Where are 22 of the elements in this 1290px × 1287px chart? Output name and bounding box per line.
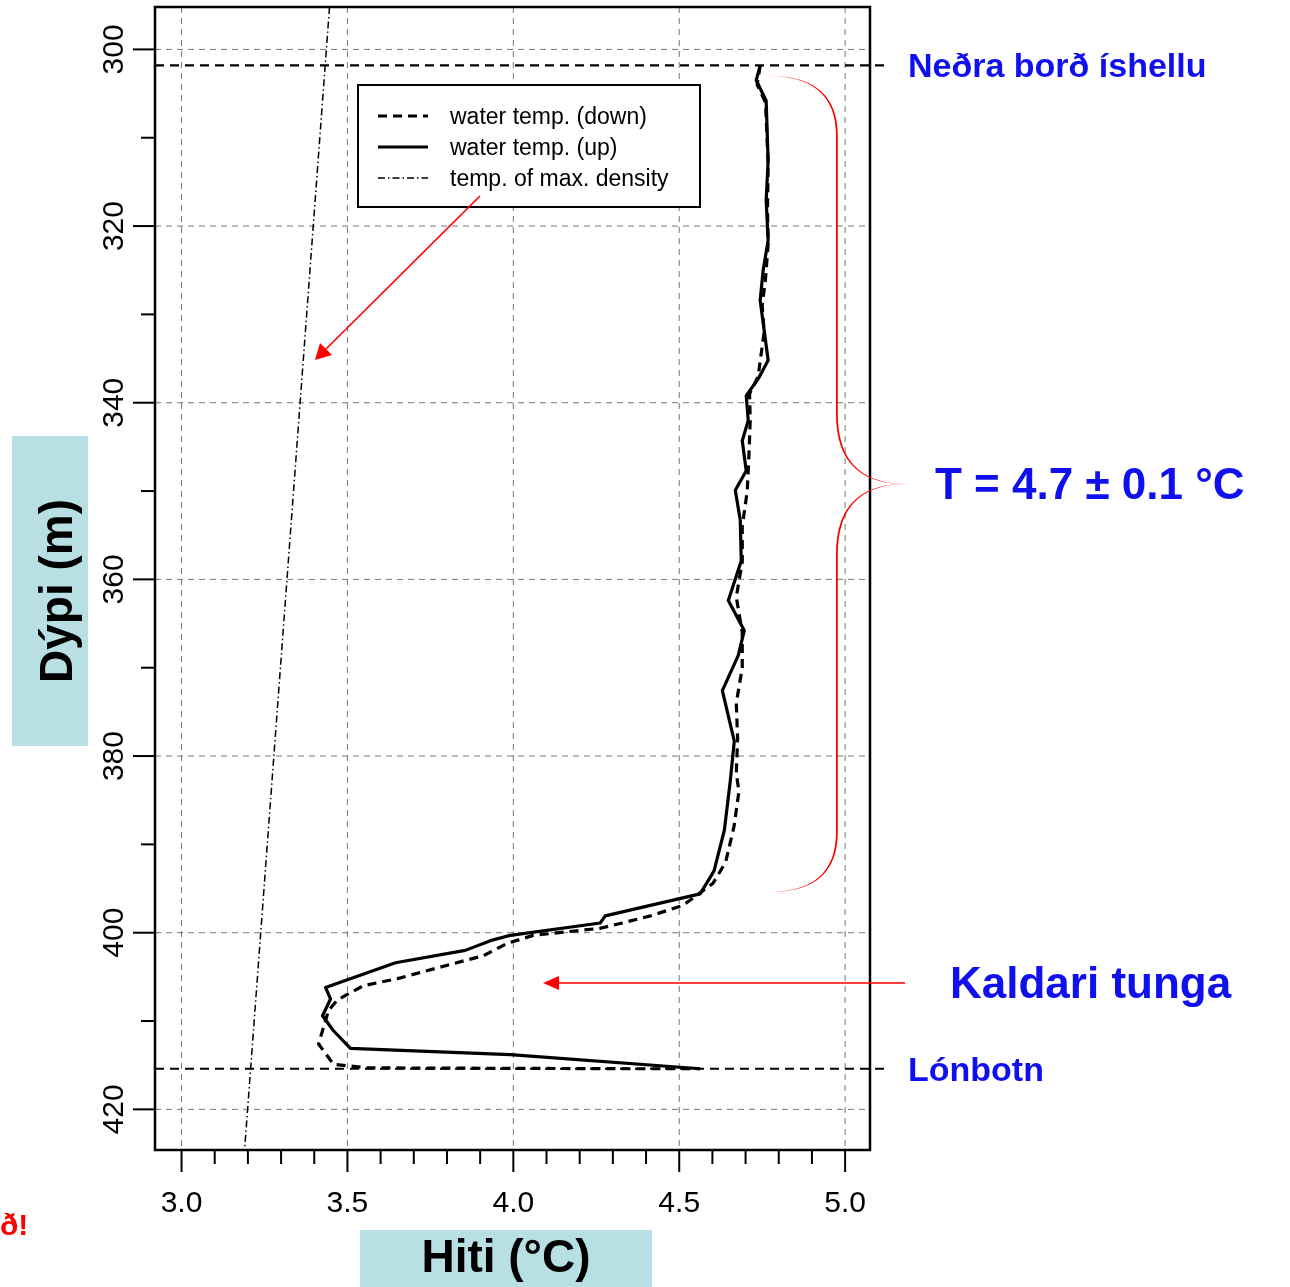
y-tick-label: 360	[96, 554, 129, 605]
y-tick-label: 420	[96, 1084, 129, 1135]
y-tick-label: 380	[96, 731, 129, 782]
text: Kaldari tunga	[950, 958, 1232, 1008]
x-tick-label: 3.5	[326, 1185, 369, 1218]
text: ð!	[0, 1208, 29, 1241]
legend-label: water temp. (up)	[449, 134, 618, 161]
x-tick-label: 5.0	[824, 1185, 866, 1218]
x-tick-label: 3.0	[160, 1185, 203, 1218]
y-tick-label: 340	[96, 377, 129, 428]
ref-line-label: Neðra borð íshellu	[908, 46, 1207, 85]
legend-label: water temp. (down)	[449, 103, 647, 130]
x-axis-title: Hiti (°C)	[421, 1230, 591, 1282]
ref-line-label: Lónbotn	[908, 1049, 1044, 1088]
legend-label: temp. of max. density	[450, 165, 670, 192]
y-tick-label: 320	[96, 201, 129, 252]
x-tick-label: 4.5	[658, 1185, 701, 1218]
text: T = 4.7 ± 0.1 °C	[935, 459, 1245, 509]
y-tick-label: 300	[96, 24, 129, 75]
x-tick-label: 4.0	[492, 1185, 535, 1218]
y-tick-label: 400	[96, 907, 129, 958]
y-axis-title: Dýpi (m)	[30, 499, 82, 683]
